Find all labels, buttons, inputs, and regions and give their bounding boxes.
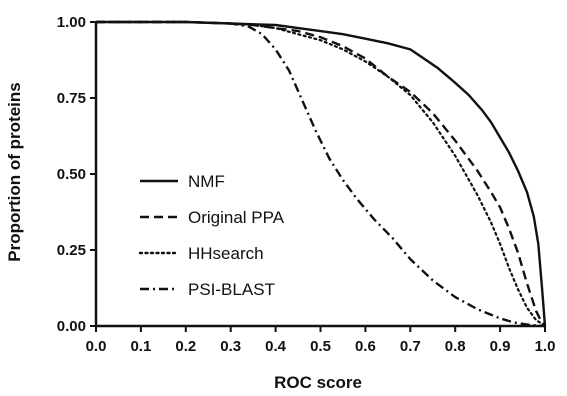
series-line-hhsearch [94,20,547,328]
legend: NMF Original PPA HHsearch PSI-BLAST [138,172,285,299]
y-tick-label: 0.50 [57,166,86,183]
x-tick-label: 0.6 [355,338,376,355]
legend-label: NMF [188,172,225,191]
series-line-original-ppa [96,20,546,327]
series-line-psi-blast [96,20,546,328]
y-axis-title: Proportion of proteins [5,82,24,261]
legend-label: PSI-BLAST [188,280,275,299]
legend-label: HHsearch [188,244,264,263]
y-tick-label: 0.00 [57,318,86,335]
x-tick-label: 0.9 [490,338,511,355]
x-tick-label: 0.3 [220,338,241,355]
y-tick-label: 0.75 [57,90,86,107]
x-axis: 0.0 0.1 0.2 0.3 0.4 0.5 0.6 0.7 0.8 0.9 1.0 [86,324,556,355]
x-tick-label: 0.1 [130,338,151,355]
series-line-nmf [96,20,547,327]
y-tick-label: 1.00 [57,14,86,31]
x-tick-label: 0.0 [86,338,107,355]
y-tick-label: 0.25 [57,242,86,259]
x-tick-label: 1.0 [535,338,556,355]
x-tick-label: 0.7 [400,338,421,355]
series-layer [94,20,547,328]
x-tick-label: 0.5 [310,338,331,355]
x-tick-label: 0.8 [445,338,466,355]
x-axis-title: ROC score [274,373,362,392]
y-axis: 0.00 0.25 0.50 0.75 1.00 [57,14,98,335]
legend-label: Original PPA [188,208,285,227]
x-tick-label: 0.2 [175,338,196,355]
x-tick-label: 0.4 [265,338,287,355]
